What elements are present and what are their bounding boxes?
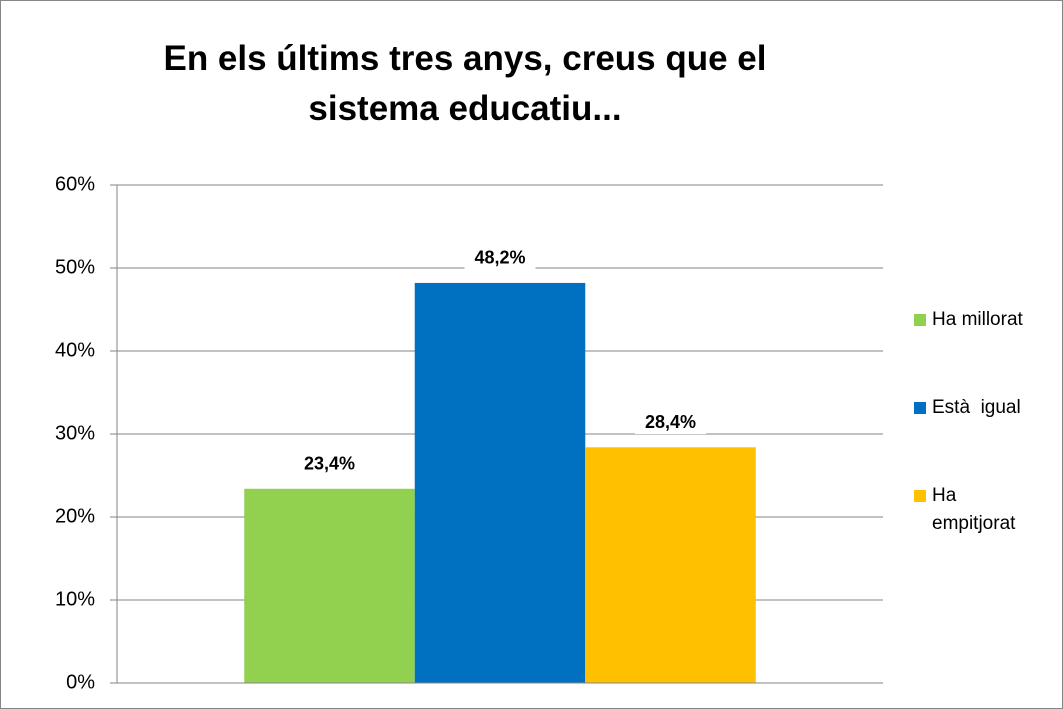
bar xyxy=(414,282,586,683)
legend-swatch xyxy=(914,490,926,502)
bar xyxy=(585,447,756,683)
legend-label: Està igual xyxy=(932,397,1021,418)
value-label: 23,4% xyxy=(304,454,355,474)
legend-item: Està igual xyxy=(914,394,1054,482)
legend-swatch xyxy=(914,402,926,414)
legend-item: Ha empitjorat xyxy=(914,482,1054,570)
y-tick-label: 40% xyxy=(55,339,95,361)
value-label-bg xyxy=(293,451,366,476)
legend-swatch xyxy=(914,314,926,326)
legend-label: Ha millorat xyxy=(932,309,1023,330)
y-tick-label: 60% xyxy=(55,173,95,195)
value-label-bg xyxy=(464,245,536,270)
y-tick-label: 20% xyxy=(55,505,95,527)
y-tick-label: 30% xyxy=(55,422,95,444)
y-tick-label: 10% xyxy=(55,588,95,610)
value-label: 48,2% xyxy=(474,248,525,268)
value-label: 28,4% xyxy=(645,412,696,432)
legend: Ha millorat Està igual Ha empitjorat xyxy=(914,306,1054,570)
y-tick-label: 50% xyxy=(55,256,95,278)
legend-label: Ha empitjorat xyxy=(932,485,1016,534)
value-label-bg xyxy=(634,410,707,435)
bar xyxy=(244,488,415,683)
legend-item: Ha millorat xyxy=(914,306,1054,394)
chart-title: En els últims tres anys, creus que el si… xyxy=(163,39,767,128)
y-tick-label: 0% xyxy=(66,671,95,693)
